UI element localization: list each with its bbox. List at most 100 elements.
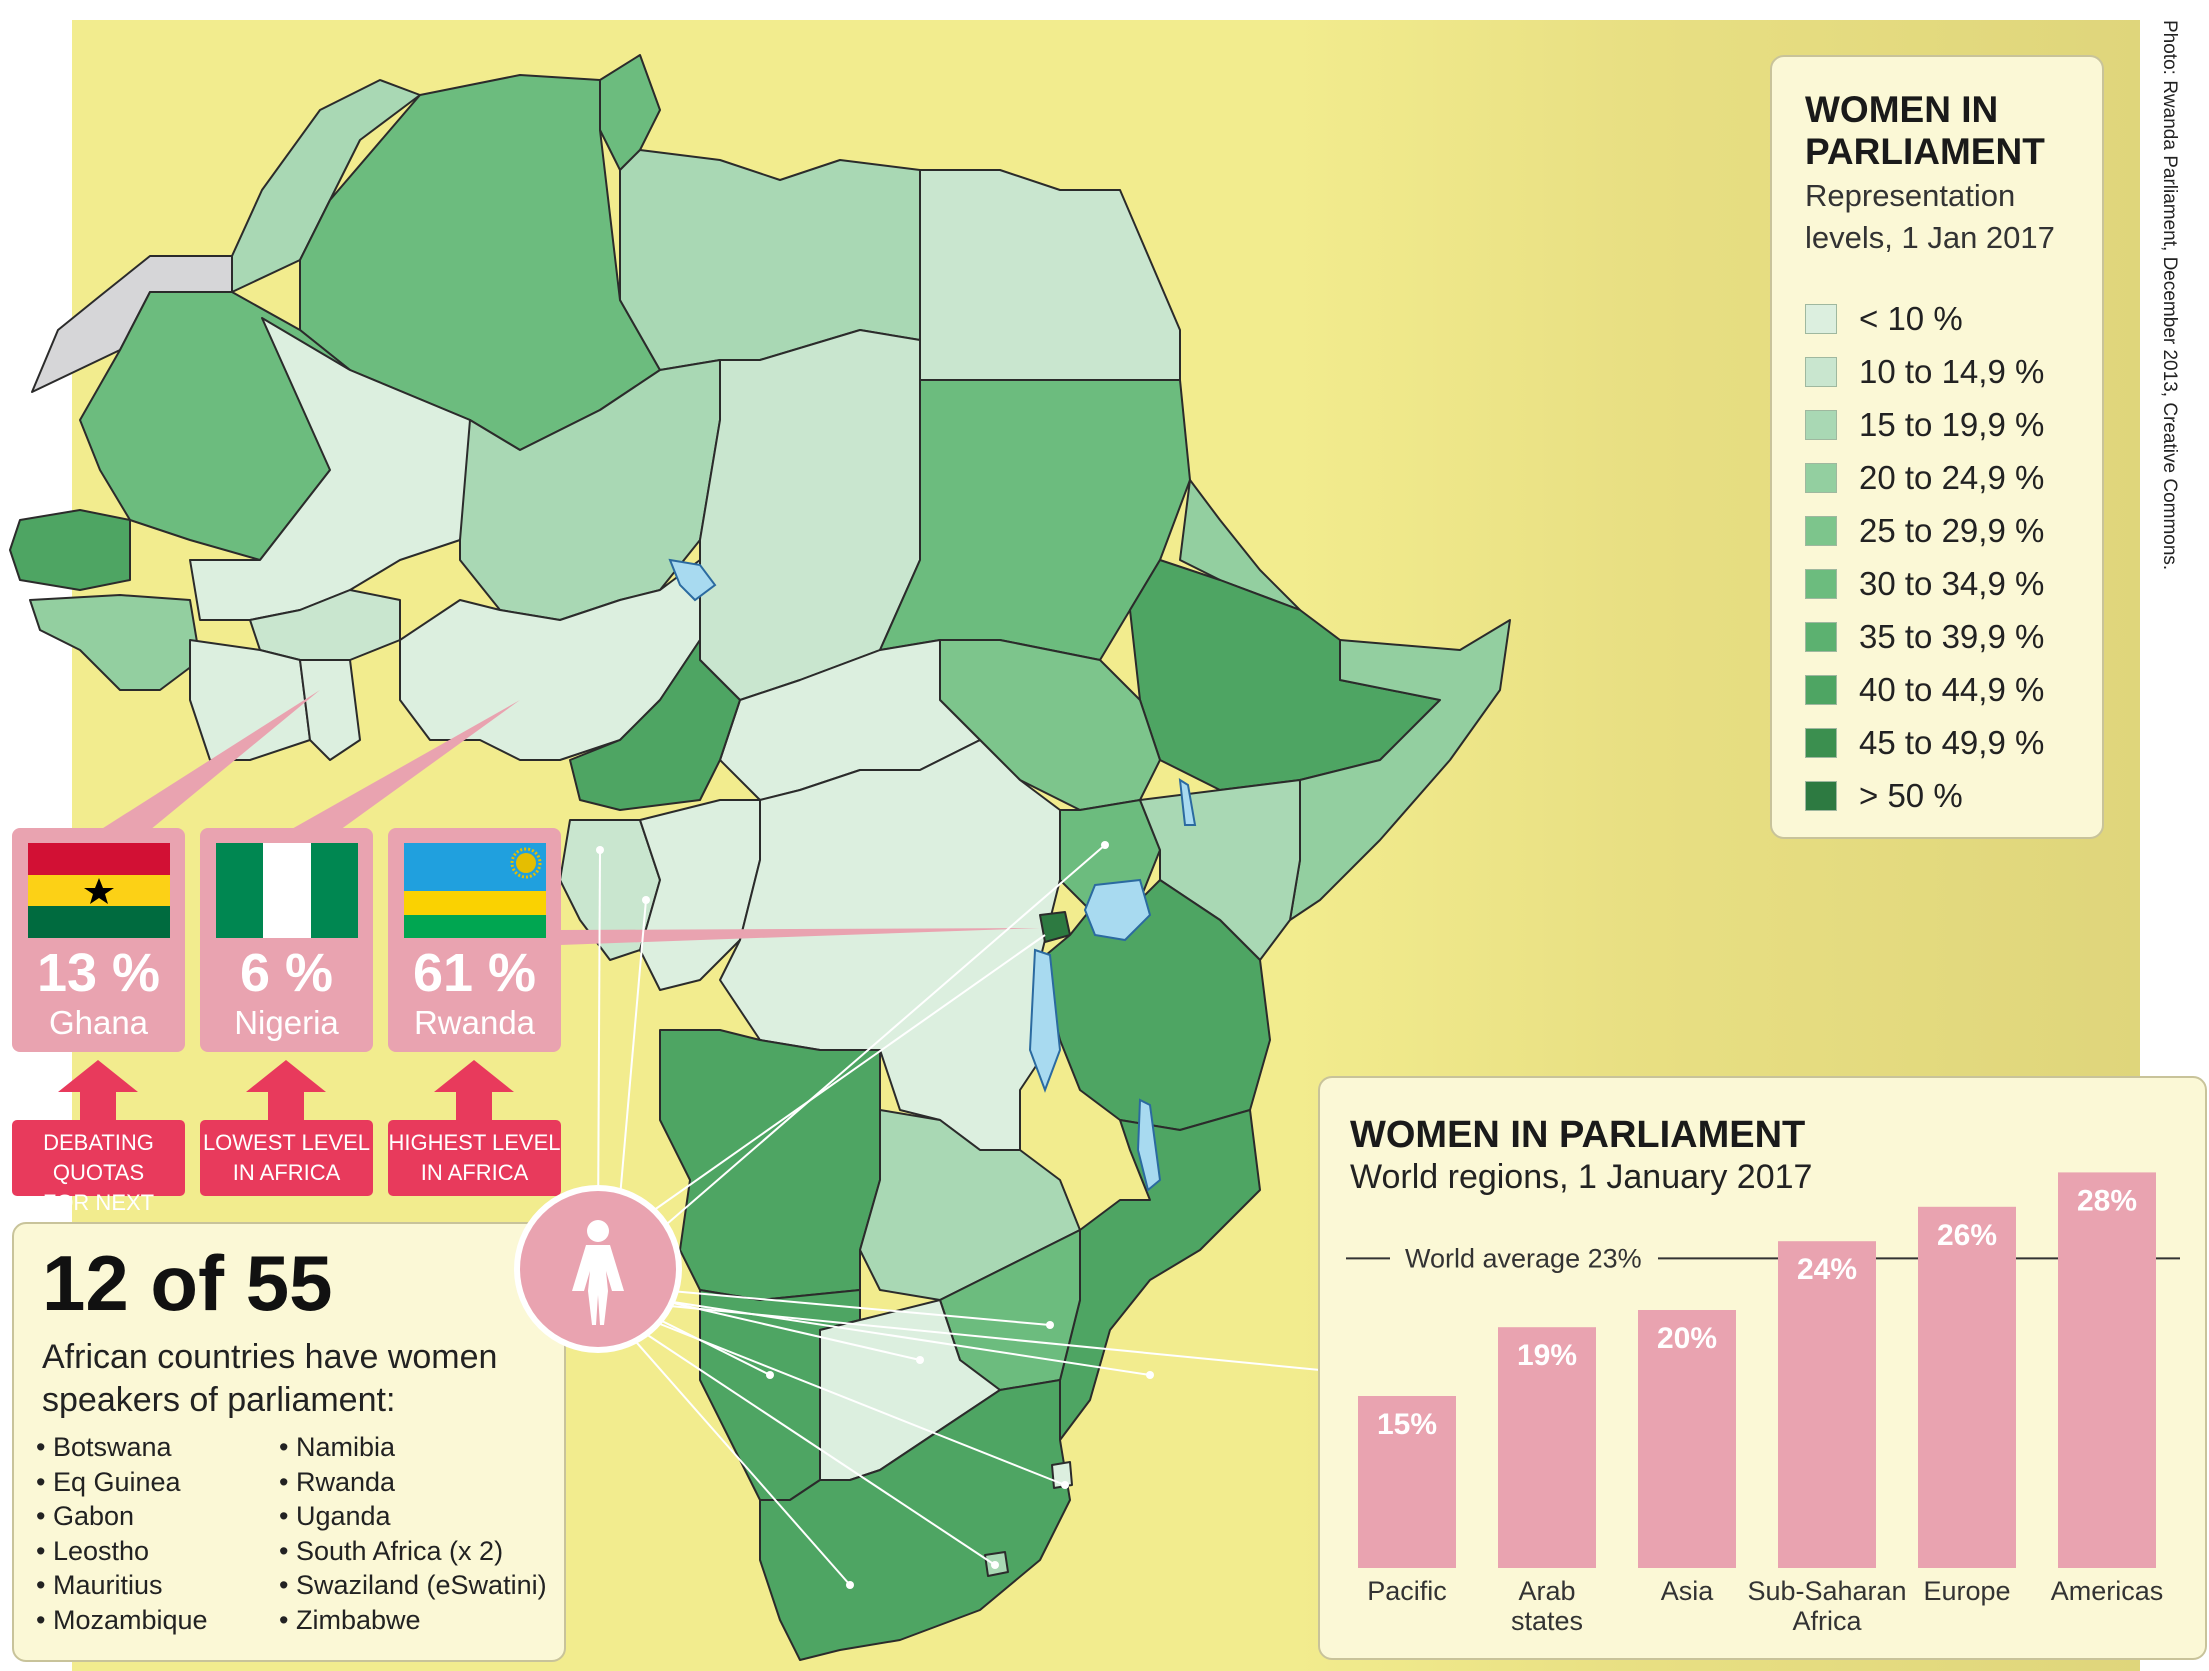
highlight-pct: 6 % xyxy=(239,943,334,1003)
speaker-line xyxy=(659,844,1106,1231)
highlight-country: Nigeria xyxy=(234,1004,339,1041)
speakers-panel: 12 of 55 African countries have women sp… xyxy=(12,1222,566,1662)
highlight-card-ghana: 13 % Ghana xyxy=(12,828,185,1052)
legend-swatch xyxy=(1805,569,1837,599)
legend-item: < 10 % xyxy=(1805,299,1963,339)
bar-value-label: 26% xyxy=(1937,1219,1997,1252)
legend-label: 35 to 39,9 % xyxy=(1859,618,2045,655)
speaker-country: Leostho xyxy=(36,1534,208,1569)
region-morocco[interactable] xyxy=(231,79,421,293)
speaker-line xyxy=(629,1334,851,1586)
bar-value-label: 28% xyxy=(2077,1184,2137,1217)
bar-value-label: 19% xyxy=(1517,1339,1577,1372)
legend-item: 15 to 19,9 % xyxy=(1805,405,2044,445)
legend-swatch xyxy=(1805,304,1837,334)
legend-item: 20 to 24,9 % xyxy=(1805,458,2044,498)
legend-swatch xyxy=(1805,516,1837,546)
legend-label: 10 to 14,9 % xyxy=(1859,353,2045,390)
legend-label: > 50 % xyxy=(1859,777,1963,814)
category-label: Pacific xyxy=(1367,1576,1447,1606)
legend-swatch xyxy=(1805,781,1837,811)
highlight-pct: 13 % xyxy=(36,943,161,1003)
ghana-flag-icon xyxy=(28,843,170,938)
category-label: Asia xyxy=(1661,1576,1715,1606)
region-ghana[interactable] xyxy=(299,659,361,761)
legend-swatch xyxy=(1805,410,1837,440)
nigeria-flag-icon xyxy=(216,843,358,938)
region-ivory-coast[interactable] xyxy=(189,639,311,761)
speaker-line xyxy=(617,899,647,1221)
speaker-line xyxy=(597,849,601,1231)
callout-nigeria xyxy=(290,700,520,830)
speaker-country: Mauritius xyxy=(36,1568,208,1603)
legend-swatch xyxy=(1805,728,1837,758)
bar-value-label: 24% xyxy=(1797,1253,1857,1286)
region-kenya[interactable] xyxy=(1139,779,1301,961)
legend-item: 25 to 29,9 % xyxy=(1805,511,2044,551)
bar-chart-panel: WOMEN IN PARLIAMENT World regions, 1 Jan… xyxy=(1318,1076,2207,1660)
highlight-card-nigeria: 6 % Nigeria xyxy=(200,828,373,1052)
region-cameroon[interactable] xyxy=(569,559,741,811)
region-angola[interactable] xyxy=(659,1029,881,1301)
speaker-line xyxy=(639,1329,996,1566)
bar xyxy=(1778,1241,1876,1568)
bar xyxy=(1918,1206,2016,1568)
chart-subtitle: World regions, 1 January 2017 xyxy=(1350,1158,1813,1196)
speaker-line xyxy=(659,1304,1321,1371)
lake-victoria xyxy=(1083,878,1152,942)
lake-turkana xyxy=(1178,778,1197,826)
speaker-line xyxy=(649,1319,1066,1486)
speaker-country: Namibia xyxy=(279,1430,547,1465)
legend-label: 30 to 34,9 % xyxy=(1859,565,2045,602)
callout-rwanda xyxy=(560,928,1040,945)
speaker-country: Zimbabwe xyxy=(279,1603,547,1638)
bar-value-label: 15% xyxy=(1377,1408,1437,1441)
speaker-country: Uganda xyxy=(279,1499,547,1534)
legend-swatch xyxy=(1805,675,1837,705)
legend-item: 30 to 34,9 % xyxy=(1805,564,2044,604)
highlight-pct: 61 % xyxy=(412,943,537,1003)
category-label: Sub-Saharan xyxy=(1747,1576,1906,1606)
category-label: Americas xyxy=(2051,1576,2164,1606)
lake-tanganyika xyxy=(1028,948,1062,1093)
speaker-country: Mozambique xyxy=(36,1603,208,1638)
highlight-country: Ghana xyxy=(48,1004,149,1041)
region-congo[interactable] xyxy=(639,799,761,991)
highlight-card-rwanda: 61 % Rwanda xyxy=(388,828,561,1052)
region-mozambique[interactable] xyxy=(1059,1109,1261,1441)
legend-label: 20 to 24,9 % xyxy=(1859,459,2045,496)
region-senegal[interactable] xyxy=(9,509,131,591)
bar xyxy=(1358,1396,1456,1568)
up-arrow-icon xyxy=(246,1060,326,1120)
region-guinea[interactable] xyxy=(29,594,201,691)
legend-subtitle: Representation levels, 1 Jan 2017 xyxy=(1805,178,2055,255)
legend-title: WOMEN IN PARLIAMENT xyxy=(1805,89,2045,172)
world-average-label: World average 23% xyxy=(1405,1243,1642,1273)
speakers-list-right: NamibiaRwandaUgandaSouth Africa (x 2)Swa… xyxy=(279,1430,547,1637)
bar xyxy=(2058,1172,2156,1568)
legend-item: 10 to 14,9 % xyxy=(1805,352,2044,392)
category-label: Arab xyxy=(1518,1576,1575,1606)
category-label: Europe xyxy=(1923,1576,2010,1606)
speaker-country: Gabon xyxy=(36,1499,208,1534)
category-label: Africa xyxy=(1792,1606,1862,1636)
legend-label: 45 to 49,9 % xyxy=(1859,724,2045,761)
tag-nigeria: LOWEST LEVEL IN AFRICA xyxy=(200,1120,373,1196)
speaker-country: Botswana xyxy=(36,1430,208,1465)
category-label: states xyxy=(1511,1606,1583,1636)
up-arrow-icon xyxy=(58,1060,138,1120)
speakers-list-left: BotswanaEq GuineaGabonLeosthoMauritiusMo… xyxy=(36,1430,208,1637)
highlight-country: Rwanda xyxy=(413,1004,536,1041)
region-egypt[interactable] xyxy=(919,169,1181,381)
photo-credit: Photo: Rwanda Parliament, December 2013,… xyxy=(2159,20,2180,571)
legend-label: 25 to 29,9 % xyxy=(1859,512,2045,549)
speaker-country: Swaziland (eSwatini) xyxy=(279,1568,547,1603)
region-somalia[interactable] xyxy=(1289,619,1511,921)
legend-swatch xyxy=(1805,357,1837,387)
lake-chad xyxy=(668,558,717,602)
speakers-headline: 12 of 55 xyxy=(42,1239,333,1327)
legend-item: > 50 % xyxy=(1805,776,1963,816)
legend-label: 40 to 44,9 % xyxy=(1859,671,2045,708)
bar-value-label: 20% xyxy=(1657,1322,1717,1355)
